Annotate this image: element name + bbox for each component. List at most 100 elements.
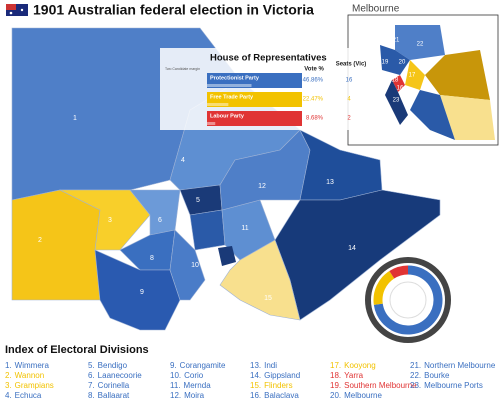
division-entry: 14. Gippsland — [250, 371, 300, 380]
division-entry: 11. Mernda — [170, 381, 211, 390]
seat-segment — [389, 265, 409, 279]
division-entry: 8. Ballaarat — [88, 391, 130, 400]
division-number: 21. — [410, 361, 421, 370]
map-number: 8 — [150, 255, 154, 262]
division-name: Southern Melbourne — [344, 381, 417, 390]
map — [11, 27, 441, 331]
division-entry: 12. Moira — [170, 391, 205, 400]
division-name: Bourke — [424, 371, 450, 380]
division-number: 11. — [170, 381, 181, 390]
division-number: 7. — [88, 381, 95, 390]
division-number: 19. — [330, 381, 341, 390]
map-number: 16 — [397, 86, 404, 92]
division-entry: 2. Wannon — [5, 371, 44, 380]
vote-bar — [207, 103, 229, 106]
map-number: 15 — [264, 295, 272, 302]
division-name: Yarra — [344, 371, 364, 380]
map-number: 3 — [108, 217, 112, 224]
division-number: 18. — [330, 371, 341, 380]
division-name: Northern Melbourne — [424, 361, 496, 370]
division-entry: 10. Corio — [170, 371, 204, 380]
map-number: 19 — [382, 60, 389, 66]
division-number: 6. — [88, 371, 95, 380]
division-name: Laanecoorie — [98, 371, 143, 380]
map-number: 10 — [191, 262, 199, 269]
division-entry: 3. Grampians — [5, 381, 54, 390]
division-number: 16. — [250, 391, 261, 400]
division-entry: 4. Echuca — [5, 391, 42, 400]
division-number: 13. — [250, 361, 261, 370]
division-entry: 19. Southern Melbourne — [330, 381, 417, 390]
division-name: Moira — [184, 391, 205, 400]
map-number: 1 — [73, 115, 77, 122]
division-number: 5. — [88, 361, 95, 370]
division-number: 2. — [5, 371, 12, 380]
seat-count: 4 — [347, 97, 351, 103]
index-title: Index of Electoral Divisions — [5, 344, 149, 356]
division-number: 15. — [250, 381, 261, 390]
division-name: Balaclava — [264, 391, 299, 400]
inset-title: Melbourne — [352, 4, 400, 15]
division-name: Echuca — [15, 391, 42, 400]
vote-bar — [207, 84, 252, 87]
map-number: 17 — [409, 73, 416, 79]
division-number: 22. — [410, 371, 421, 380]
division-number: 23. — [410, 381, 421, 390]
party-row — [207, 92, 302, 107]
division-name: Corangamite — [180, 361, 226, 370]
division-name: Flinders — [264, 381, 292, 390]
vote-label: 22.47% — [303, 97, 324, 103]
seat-count: 16 — [346, 78, 353, 84]
vote-label: 8.68% — [306, 116, 324, 122]
division-name: Corinella — [98, 381, 130, 390]
inset: Melbourne — [347, 4, 499, 146]
seat-segment — [373, 270, 395, 305]
seat-segment — [373, 265, 443, 335]
division-name: Wannon — [15, 371, 45, 380]
seat-count: 2 — [347, 116, 351, 122]
division-number: 14. — [250, 371, 261, 380]
map-number: 21 — [393, 38, 400, 44]
division-name: Melbourne — [344, 391, 382, 400]
division-entry: 21. Northern Melbourne — [410, 361, 496, 370]
division-number: 3. — [5, 381, 12, 390]
division-name: Kooyong — [344, 361, 376, 370]
division-entry: 7. Corinella — [88, 381, 130, 390]
map-number: 4 — [181, 157, 185, 164]
division-entry: 9. Corangamite — [170, 361, 226, 370]
division-number: 12. — [170, 391, 181, 400]
map-number: 5 — [196, 197, 200, 204]
map-number: 6 — [158, 217, 162, 224]
party-row — [207, 111, 302, 126]
map-number: 20 — [399, 60, 406, 66]
division-entry: 17. Kooyong — [330, 361, 376, 370]
map-number: 2 — [38, 237, 42, 244]
division-entry: 6. Laanecoorie — [88, 371, 142, 380]
party-name: Protectionist Party — [210, 75, 260, 81]
division-name: Wimmera — [15, 361, 50, 370]
map-number: 14 — [348, 245, 356, 252]
flag — [6, 4, 28, 16]
map-number: 13 — [326, 179, 334, 186]
title: 1901 Australian federal election in Vict… — [33, 2, 314, 18]
division-entry: 13. Indi — [250, 361, 277, 370]
division-number: 4. — [5, 391, 12, 400]
division-entry: 1. Wimmera — [5, 361, 49, 370]
division-entry: 5. Bendigo — [88, 361, 128, 370]
map-number: 12 — [258, 183, 266, 190]
division-name: Indi — [264, 361, 277, 370]
division-number: 1. — [5, 361, 12, 370]
division-number: 10. — [170, 371, 181, 380]
seat-donut — [365, 257, 451, 343]
map-number: 23 — [393, 98, 400, 104]
division-name: Ballaarat — [98, 391, 130, 400]
division-entry: 20. Melbourne — [330, 391, 382, 400]
division-entry: 23. Melbourne Ports — [410, 381, 483, 390]
map-number: 9 — [140, 289, 144, 296]
division-number: 20. — [330, 391, 341, 400]
column-header: Vote % — [304, 67, 324, 73]
party-name: Labour Party — [210, 113, 245, 119]
division-name: Mernda — [184, 381, 212, 390]
division-entry: 18. Yarra — [330, 371, 364, 380]
